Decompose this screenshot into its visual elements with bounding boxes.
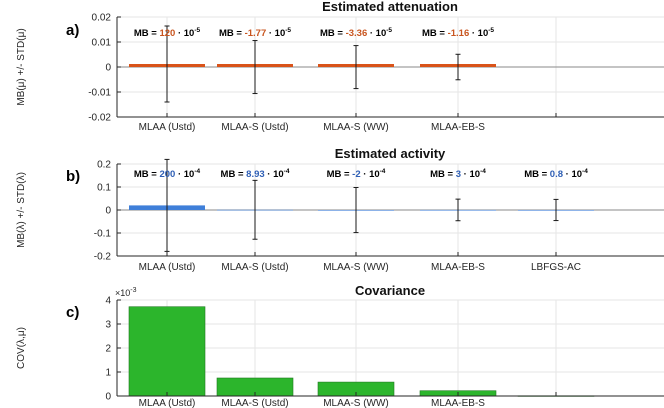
- mb-exponent: -5: [386, 27, 392, 34]
- mb-annotation: MB = 200 · 10-4: [134, 168, 201, 180]
- mb-annotation: MB = 8.93 · 10-4: [221, 168, 290, 180]
- mb-exponent: -5: [285, 27, 291, 34]
- mb-value: -2: [352, 169, 360, 180]
- y-tick-label: -0.2: [94, 252, 112, 263]
- mb-exponent: -5: [194, 27, 200, 34]
- bar: [128, 306, 206, 397]
- y-tick-label: 0.1: [97, 183, 111, 194]
- mb-suffix: · 10: [265, 169, 284, 180]
- y-tick-label: 0.01: [92, 38, 112, 49]
- mb-value: 8.93: [246, 169, 265, 180]
- mb-exponent: -4: [284, 168, 290, 175]
- mb-value: 200: [159, 169, 175, 180]
- panel-letter: c): [66, 304, 79, 321]
- x-tick-label: MLAA-S (WW): [323, 398, 389, 408]
- x-tick-label: MLAA-EB-S: [431, 122, 485, 133]
- mb-value: -3.36: [346, 28, 368, 39]
- mb-suffix: · 10: [469, 28, 488, 39]
- panel-1: -0.02 -0.01 0 0.01 0.02 MLAA (Ustd) MLAA-S (Us…: [16, 0, 664, 133]
- mb-annotation: MB = 0.8 · 10-4: [524, 168, 588, 180]
- mb-suffix: · 10: [367, 28, 386, 39]
- mb-suffix: · 10: [361, 169, 380, 180]
- mb-annotation: MB = 3 · 10-4: [430, 168, 486, 180]
- mb-prefix: MB =: [134, 169, 160, 180]
- mb-exponent: -5: [488, 27, 494, 34]
- x-tick-label: MLAA-S (Ustd): [221, 398, 288, 408]
- mb-exponent: -4: [380, 168, 386, 175]
- y-axis-label: MB(λ) +/- STD(λ): [16, 172, 27, 248]
- panel-3: 0 1 2 3 4 MLAA (Ustd) MLAA-S (Ustd) MLAA-S (WW)…: [16, 283, 664, 408]
- mb-annotation: MB = -2 · 10-4: [327, 168, 386, 180]
- mb-prefix: MB =: [327, 169, 353, 180]
- y-axis-label: MB(μ) +/- STD(μ): [16, 28, 27, 105]
- mb-annotation: MB = -1.77 · 10-5: [219, 27, 291, 39]
- x-tick-label: MLAA-S (Ustd): [221, 122, 288, 133]
- mb-prefix: MB =: [524, 169, 550, 180]
- y-tick-label: -0.1: [94, 229, 112, 240]
- mb-value: 3: [456, 169, 461, 180]
- mb-prefix: MB =: [422, 28, 448, 39]
- x-tick-label: MLAA-EB-S: [431, 262, 485, 273]
- y-tick-label: 2: [105, 344, 111, 355]
- mb-prefix: MB =: [219, 28, 245, 39]
- y-tick-label: 4: [105, 296, 111, 307]
- mb-exponent: -4: [194, 168, 200, 175]
- y-tick-label: -0.02: [88, 113, 111, 124]
- mb-value: 0.8: [550, 169, 563, 180]
- mb-suffix: · 10: [175, 169, 194, 180]
- mb-prefix: MB =: [134, 28, 160, 39]
- mb-value: -1.77: [245, 28, 267, 39]
- y-tick-label: 3: [105, 320, 111, 331]
- x-tick-label: MLAA (Ustd): [139, 122, 196, 133]
- mb-annotation: MB = 120 · 10-5: [134, 27, 201, 39]
- mb-suffix: · 10: [266, 28, 285, 39]
- x-tick-label: MLAA (Ustd): [139, 262, 196, 273]
- mb-value: -1.16: [448, 28, 470, 39]
- x-tick-label: LBFGS-AC: [531, 262, 581, 273]
- panel-letter: a): [66, 22, 79, 39]
- y-tick-label: 1: [105, 368, 111, 379]
- mb-exponent: -4: [582, 168, 588, 175]
- y-tick-label: -0.01: [88, 88, 111, 99]
- panel-2: -0.2 -0.1 0 0.1 0.2 MLAA (Ustd) MLAA-S (Ustd) M…: [16, 146, 664, 273]
- mb-annotation: MB = -3.36 · 10-5: [320, 27, 392, 39]
- y-tick-label: 0.02: [92, 13, 112, 24]
- y-exponent-power: -3: [130, 287, 136, 294]
- mb-value: 120: [159, 28, 175, 39]
- mb-prefix: MB =: [221, 169, 247, 180]
- x-tick-label: MLAA-EB-S: [431, 398, 485, 408]
- mb-suffix: · 10: [461, 169, 480, 180]
- mb-annotation: MB = -1.16 · 10-5: [422, 27, 494, 39]
- y-axis-label: COV(λ,μ): [16, 327, 27, 369]
- x-tick-label: MLAA (Ustd): [139, 398, 196, 408]
- y-tick-label: 0: [105, 392, 111, 403]
- chart-title: Estimated activity: [335, 146, 446, 161]
- x-tick-label: MLAA-S (WW): [323, 262, 389, 273]
- y-tick-label: 0.2: [97, 160, 111, 171]
- chart-title: Covariance: [355, 283, 425, 298]
- mb-prefix: MB =: [430, 169, 456, 180]
- panel-letter: b): [66, 168, 80, 185]
- x-tick-label: MLAA-S (Ustd): [221, 262, 288, 273]
- mb-prefix: MB =: [320, 28, 346, 39]
- y-tick-label: 0: [105, 63, 111, 74]
- y-tick-label: 0: [105, 206, 111, 217]
- mb-exponent: -4: [480, 168, 486, 175]
- x-tick-label: MLAA-S (WW): [323, 122, 389, 133]
- mb-suffix: · 10: [563, 169, 582, 180]
- chart-title: Estimated attenuation: [322, 0, 458, 14]
- y-exponent-label: ×10-3: [115, 287, 137, 298]
- mb-suffix: · 10: [175, 28, 194, 39]
